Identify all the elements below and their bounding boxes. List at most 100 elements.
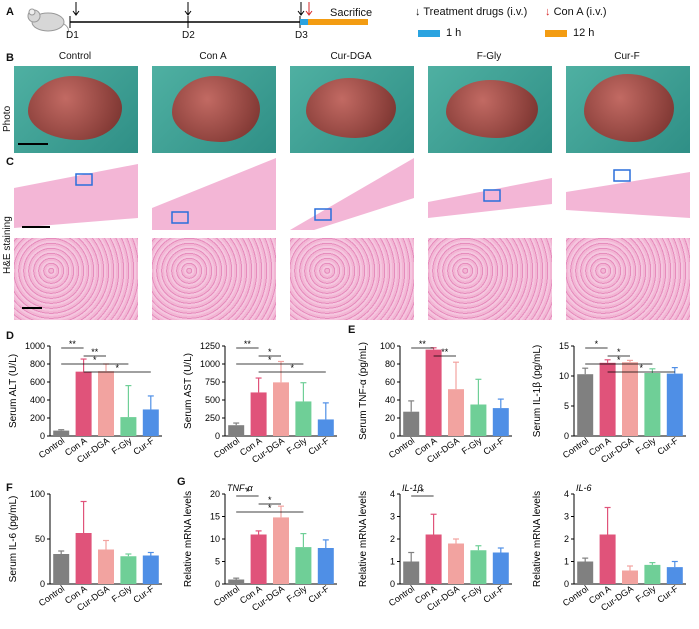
bar — [492, 552, 509, 584]
significance-marker: * — [268, 495, 272, 505]
bar — [448, 389, 464, 436]
y-axis-label: Relative mRNA levels — [532, 491, 543, 587]
photo-control — [14, 66, 138, 153]
y-tick-label: 750 — [205, 377, 220, 387]
panel-label-e: E — [348, 324, 356, 336]
chart-tnf: Serum TNF-α (pg/mL) 020406080100ControlCo… — [358, 339, 512, 465]
y-axis-label: Serum AST (U/L) — [183, 353, 194, 429]
chart-title: IL-1β — [402, 483, 423, 493]
x-tick-label: Cur-F — [306, 435, 331, 457]
x-tick-label: F-Gly — [110, 435, 134, 456]
bar — [577, 561, 594, 584]
x-tick-label: Cur-F — [481, 583, 506, 605]
bar — [120, 417, 137, 436]
bar — [120, 556, 137, 584]
chart-mrna-tnf: Relative mRNA levels 05101520TNF-αControl… — [183, 483, 337, 613]
bar — [317, 419, 334, 436]
significance-marker: * — [595, 339, 599, 349]
x-tick-label: Cur-F — [481, 435, 506, 457]
significance-marker: * — [268, 347, 272, 357]
bar — [599, 362, 616, 436]
y-tick-label: 1 — [564, 557, 569, 567]
y-tick-label: 0 — [564, 579, 569, 589]
y-tick-label: 0 — [390, 579, 395, 589]
y-tick-label: 100 — [380, 341, 395, 351]
y-tick-label: 0 — [215, 431, 220, 441]
he-high-curdga — [290, 238, 414, 320]
y-tick-label: 1 — [390, 557, 395, 567]
x-tick-label: Cur-F — [655, 583, 680, 605]
photo-curf — [566, 66, 690, 153]
legend-1h: 1 h — [446, 27, 462, 39]
bar — [273, 517, 289, 584]
bar — [98, 371, 114, 436]
legend-cona: ↓ Con A (i.v.) — [545, 6, 607, 18]
y-tick-label: 0 — [40, 431, 45, 441]
chart-title: IL-6 — [576, 483, 592, 493]
y-tick-label: 4 — [564, 489, 569, 499]
photo-fgly — [428, 66, 552, 153]
y-tick-label: 5 — [564, 401, 569, 411]
bar — [75, 371, 92, 436]
significance-marker: ** — [244, 339, 252, 349]
y-tick-label: 2 — [390, 534, 395, 544]
photo-curdga — [290, 66, 414, 153]
bar — [599, 534, 616, 584]
x-tick-label: Cur-F — [131, 583, 156, 605]
significance-marker: * — [268, 355, 272, 365]
bar — [53, 554, 70, 584]
bar — [250, 392, 267, 436]
y-tick-label: 100 — [30, 489, 45, 499]
chart-title: TNF-α — [227, 483, 253, 493]
y-tick-label: 60 — [385, 377, 395, 387]
significance-marker: * — [246, 487, 250, 497]
he-high-curf — [566, 238, 690, 320]
y-tick-label: 20 — [210, 489, 220, 499]
he-high-cona — [152, 238, 276, 320]
bar — [622, 570, 638, 584]
chart-alt: Serum ALT (U/L)02004006008001000ControlC… — [8, 339, 162, 465]
panel-label-f: F — [6, 482, 13, 494]
y-tick-label: 15 — [210, 512, 220, 522]
col-title-fgly: F-Gly — [476, 51, 502, 62]
x-tick-label: F-Gly — [634, 583, 658, 604]
y-tick-label: 5 — [215, 557, 220, 567]
y-tick-label: 3 — [390, 512, 395, 522]
y-axis-label: Serum ALT (U/L) — [8, 354, 19, 428]
y-tick-label: 4 — [390, 489, 395, 499]
day-label-2: D2 — [182, 30, 195, 41]
he-low-row — [14, 158, 690, 230]
chart-mrna-il6: Relative mRNA levels 01234IL-6ControlCon … — [532, 483, 686, 613]
bar — [644, 564, 661, 584]
x-tick-label: F-Gly — [285, 583, 309, 604]
bar — [425, 534, 442, 584]
x-tick-label: F-Gly — [285, 435, 309, 456]
day-label-3: D3 — [295, 30, 308, 41]
x-tick-label: Cur-F — [655, 435, 680, 457]
significance-marker: ** — [419, 339, 427, 349]
day-label-1: D1 — [66, 30, 79, 41]
panel-label-d: D — [6, 330, 14, 342]
photo-cona — [152, 66, 276, 153]
y-tick-label: 1250 — [200, 341, 220, 351]
y-tick-label: 500 — [205, 395, 220, 405]
bar — [403, 561, 420, 584]
bar — [250, 534, 267, 584]
bar — [666, 567, 683, 584]
bar — [142, 555, 159, 584]
y-tick-label: 40 — [385, 395, 395, 405]
bar — [53, 430, 70, 436]
y-tick-label: 10 — [210, 534, 220, 544]
bar — [470, 550, 487, 584]
col-title-control: Control — [58, 51, 92, 62]
y-tick-label: 80 — [385, 359, 395, 369]
col-title-cona: Con A — [199, 51, 227, 62]
y-tick-label: 3 — [564, 512, 569, 522]
sacrifice-label: Sacrifice — [330, 7, 373, 19]
significance-marker: ** — [91, 347, 99, 357]
y-tick-label: 0 — [215, 579, 220, 589]
scale-bar-he — [22, 307, 42, 309]
panel-label-g: G — [177, 476, 186, 488]
y-tick-label: 600 — [30, 377, 45, 387]
